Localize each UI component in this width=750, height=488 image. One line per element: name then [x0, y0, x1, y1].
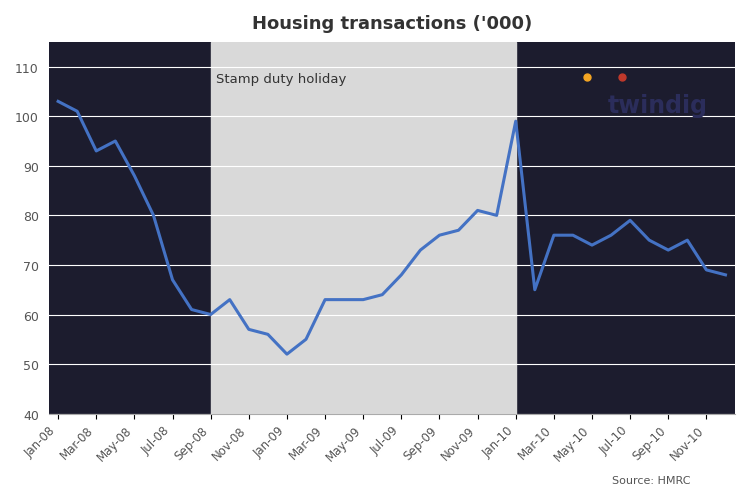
Text: Source: HMRC: Source: HMRC: [611, 475, 690, 485]
Text: Stamp duty holiday: Stamp duty holiday: [217, 73, 346, 85]
Title: Housing transactions ('000): Housing transactions ('000): [252, 15, 532, 33]
Bar: [211, 43, 516, 414]
Text: twindig: twindig: [608, 94, 707, 118]
